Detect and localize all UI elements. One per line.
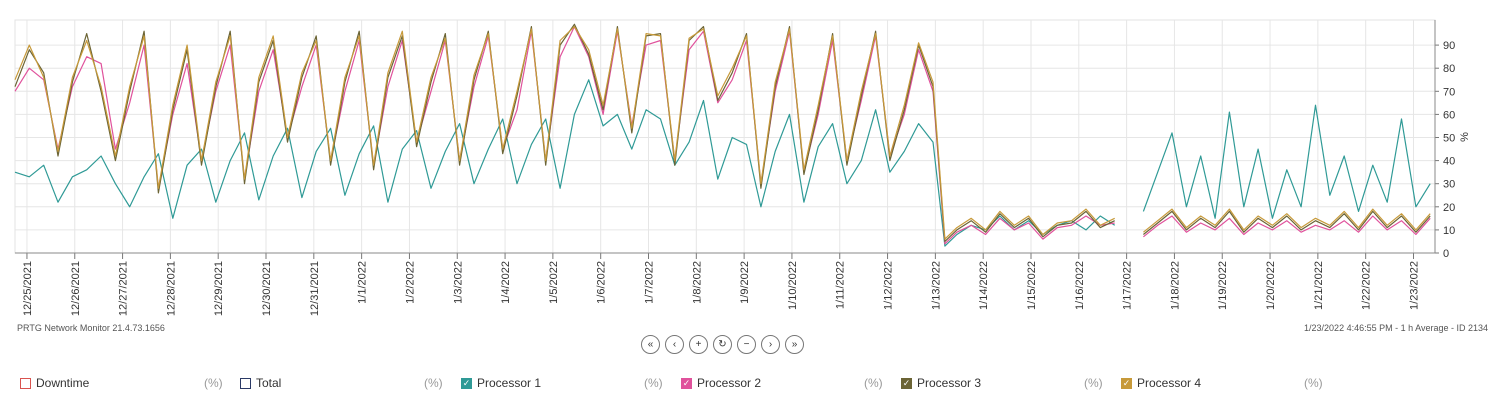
legend: Downtime (%) Total (%) ✓ Processor 1 (%)… bbox=[0, 374, 1496, 392]
y-tick-label: 90 bbox=[1443, 40, 1455, 52]
x-tick-label: 1/16/2022 bbox=[1074, 261, 1086, 310]
legend-label: Processor 2 bbox=[697, 376, 761, 390]
y-tick-label: 70 bbox=[1443, 86, 1455, 98]
legend-checkbox-processor-3[interactable]: ✓ bbox=[901, 378, 912, 389]
x-tick-label: 1/3/2022 bbox=[452, 261, 464, 304]
x-tick-label: 1/21/2022 bbox=[1313, 261, 1325, 310]
nav-first-button[interactable]: « bbox=[641, 335, 660, 354]
y-tick-label: 0 bbox=[1443, 248, 1449, 260]
legend-unit: (%) bbox=[864, 374, 883, 392]
x-tick-label: 1/20/2022 bbox=[1265, 261, 1277, 310]
x-tick-label: 1/7/2022 bbox=[644, 261, 656, 304]
x-tick-label: 12/28/2021 bbox=[165, 261, 177, 316]
legend-item-total[interactable]: Total bbox=[240, 374, 281, 392]
y-tick-label: 80 bbox=[1443, 63, 1455, 75]
legend-label: Processor 4 bbox=[1137, 376, 1201, 390]
legend-unit: (%) bbox=[424, 374, 443, 392]
reset-zoom-button[interactable]: ↻ bbox=[713, 335, 732, 354]
x-tick-label: 12/29/2021 bbox=[213, 261, 225, 316]
legend-checkbox-total[interactable] bbox=[240, 378, 251, 389]
legend-unit: (%) bbox=[1304, 374, 1323, 392]
legend-checkbox-downtime[interactable] bbox=[20, 378, 31, 389]
legend-unit: (%) bbox=[1084, 374, 1103, 392]
x-tick-label: 12/30/2021 bbox=[261, 261, 273, 316]
x-tick-label: 1/19/2022 bbox=[1217, 261, 1229, 310]
zoom-out-button[interactable]: − bbox=[737, 335, 756, 354]
nav-next-button[interactable]: › bbox=[761, 335, 780, 354]
legend-unit: (%) bbox=[204, 374, 223, 392]
x-tick-label: 1/22/2022 bbox=[1361, 261, 1373, 310]
x-tick-label: 1/14/2022 bbox=[978, 261, 990, 310]
chart-navigation: « ‹ + ↻ − › » bbox=[641, 335, 804, 354]
legend-label: Downtime bbox=[36, 376, 89, 390]
x-tick-label: 1/23/2022 bbox=[1408, 261, 1420, 310]
legend-item-processor-4[interactable]: ✓ Processor 4 bbox=[1121, 374, 1201, 392]
legend-checkbox-processor-2[interactable]: ✓ bbox=[681, 378, 692, 389]
nav-prev-button[interactable]: ‹ bbox=[665, 335, 684, 354]
x-tick-label: 12/31/2021 bbox=[309, 261, 321, 316]
legend-unit: (%) bbox=[644, 374, 663, 392]
legend-label: Processor 3 bbox=[917, 376, 981, 390]
y-axis-label: % bbox=[1459, 132, 1471, 142]
y-tick-label: 50 bbox=[1443, 133, 1455, 145]
x-tick-label: 12/25/2021 bbox=[22, 261, 34, 316]
legend-checkbox-processor-1[interactable]: ✓ bbox=[461, 378, 472, 389]
x-tick-label: 1/1/2022 bbox=[357, 261, 369, 304]
legend-checkbox-processor-4[interactable]: ✓ bbox=[1121, 378, 1132, 389]
legend-label: Processor 1 bbox=[477, 376, 541, 390]
x-tick-label: 1/17/2022 bbox=[1122, 261, 1134, 310]
x-tick-label: 1/12/2022 bbox=[883, 261, 895, 310]
x-tick-label: 12/27/2021 bbox=[118, 261, 130, 316]
x-tick-label: 1/10/2022 bbox=[787, 261, 799, 310]
y-tick-label: 60 bbox=[1443, 109, 1455, 121]
legend-label: Total bbox=[256, 376, 281, 390]
legend-item-processor-2[interactable]: ✓ Processor 2 bbox=[681, 374, 761, 392]
legend-item-processor-3[interactable]: ✓ Processor 3 bbox=[901, 374, 981, 392]
y-tick-label: 40 bbox=[1443, 156, 1455, 168]
x-tick-label: 1/8/2022 bbox=[691, 261, 703, 304]
x-tick-label: 1/6/2022 bbox=[596, 261, 608, 304]
footer-version: PRTG Network Monitor 21.4.73.1656 bbox=[17, 323, 165, 333]
x-tick-label: 1/11/2022 bbox=[835, 261, 847, 309]
x-tick-label: 12/26/2021 bbox=[70, 261, 82, 316]
y-tick-label: 20 bbox=[1443, 202, 1455, 214]
footer-info: 1/23/2022 4:46:55 PM - 1 h Average - ID … bbox=[1304, 323, 1488, 333]
x-tick-label: 1/18/2022 bbox=[1169, 261, 1181, 310]
nav-last-button[interactable]: » bbox=[785, 335, 804, 354]
x-tick-label: 1/13/2022 bbox=[930, 261, 942, 310]
x-tick-label: 1/4/2022 bbox=[500, 261, 512, 304]
y-tick-label: 10 bbox=[1443, 225, 1455, 237]
cpu-load-chart: 0 10 20 30 40 50 60 70 80 90% 12/25/2021 12/26/2021… bbox=[0, 0, 1496, 325]
y-tick-label: 30 bbox=[1443, 179, 1455, 191]
legend-item-processor-1[interactable]: ✓ Processor 1 bbox=[461, 374, 541, 392]
x-tick-label: 1/2/2022 bbox=[404, 261, 416, 304]
zoom-in-button[interactable]: + bbox=[689, 335, 708, 354]
x-tick-label: 1/15/2022 bbox=[1026, 261, 1038, 310]
x-tick-label: 1/5/2022 bbox=[548, 261, 560, 304]
x-tick-label: 1/9/2022 bbox=[739, 261, 751, 304]
legend-item-downtime[interactable]: Downtime bbox=[20, 374, 89, 392]
